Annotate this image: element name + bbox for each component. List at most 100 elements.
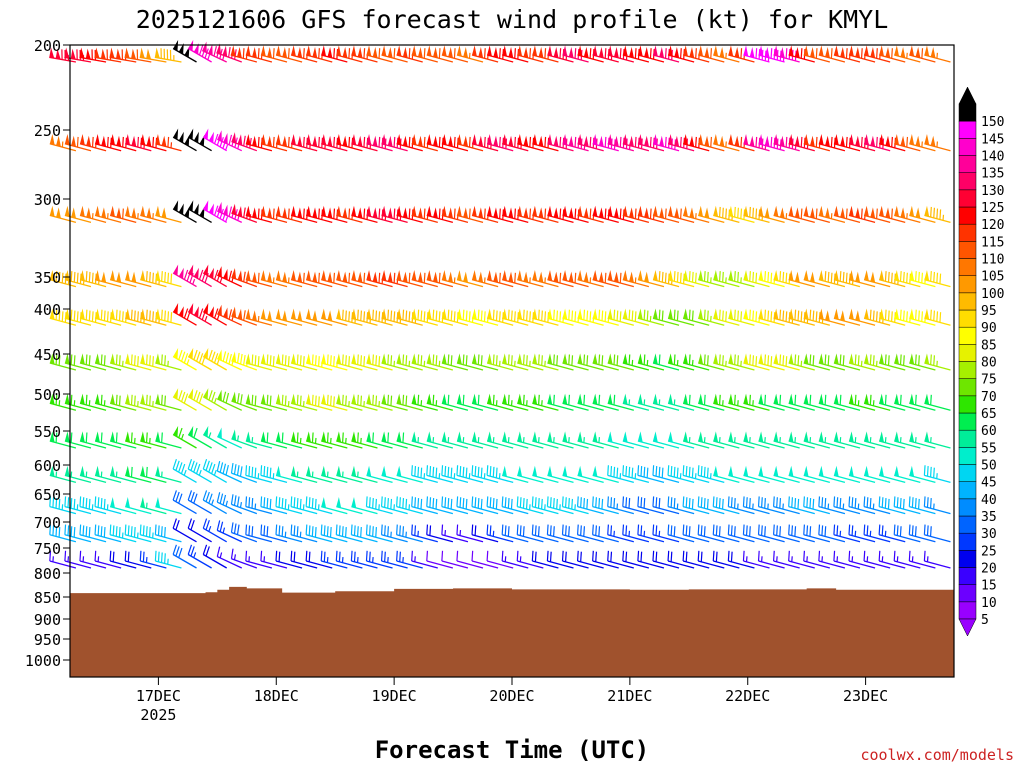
wind-barb bbox=[682, 205, 710, 224]
colorbar-label: 90 bbox=[981, 321, 997, 336]
barb-flag bbox=[722, 271, 724, 283]
barb-pennant bbox=[562, 134, 568, 146]
barb-flag bbox=[142, 525, 145, 536]
barb-staff bbox=[547, 317, 574, 326]
barb-flag bbox=[115, 309, 118, 320]
barb-flag bbox=[842, 271, 845, 283]
barb-flag bbox=[740, 48, 743, 59]
barb-pennant bbox=[267, 310, 273, 322]
barb-flag bbox=[260, 496, 263, 507]
barb-flag bbox=[559, 311, 562, 322]
barb-flag bbox=[239, 394, 243, 405]
barb-flag bbox=[595, 551, 597, 562]
barb-staff bbox=[818, 362, 846, 371]
barb-flag bbox=[178, 462, 183, 473]
barb-pennant bbox=[140, 431, 146, 443]
barb-flag bbox=[607, 524, 609, 535]
barb-flag bbox=[378, 311, 381, 322]
barb-flag bbox=[228, 309, 233, 320]
barb-staff bbox=[547, 214, 574, 224]
barb-pennant bbox=[85, 48, 91, 60]
barb-flag bbox=[670, 466, 673, 477]
wind-barb bbox=[667, 353, 695, 371]
wind-barb bbox=[64, 431, 92, 449]
barb-flag bbox=[266, 526, 269, 537]
wind-barb bbox=[502, 353, 529, 371]
barb-flag bbox=[899, 271, 902, 282]
barb-flag bbox=[390, 310, 393, 321]
barb-flag bbox=[423, 272, 426, 284]
wind-barb bbox=[652, 308, 680, 326]
wind-barb bbox=[321, 496, 348, 515]
wind-barb bbox=[49, 134, 77, 152]
barb-staff bbox=[49, 56, 77, 63]
wind-barb bbox=[426, 524, 454, 543]
barb-flag bbox=[70, 309, 73, 320]
wind-barb bbox=[154, 550, 182, 569]
wind-barb bbox=[607, 524, 634, 543]
barb-pennant bbox=[894, 431, 900, 443]
wind-barb bbox=[172, 347, 197, 371]
barb-flag bbox=[127, 525, 130, 536]
barb-flag bbox=[471, 465, 474, 476]
barb-pennant bbox=[140, 269, 146, 281]
barb-flag bbox=[341, 354, 344, 365]
barb-pennant bbox=[417, 271, 423, 283]
barb-pennant bbox=[396, 269, 402, 281]
barb-staff bbox=[49, 440, 77, 449]
barb-staff bbox=[471, 534, 499, 543]
barb-flag bbox=[115, 432, 118, 443]
wind-barb bbox=[154, 524, 182, 543]
barb-staff bbox=[803, 534, 831, 543]
barb-staff bbox=[187, 396, 212, 411]
barb-staff bbox=[456, 54, 484, 63]
barb-flag bbox=[619, 48, 622, 59]
barb-flag bbox=[514, 48, 516, 59]
wind-barb bbox=[788, 45, 815, 63]
barb-pennant bbox=[140, 465, 146, 477]
barb-flag bbox=[242, 48, 245, 59]
barb-pennant bbox=[327, 207, 333, 219]
barb-staff bbox=[94, 440, 122, 449]
barb-flag bbox=[299, 498, 302, 510]
barb-flag bbox=[94, 524, 97, 535]
barb-staff bbox=[245, 402, 273, 411]
barb-staff bbox=[818, 534, 846, 543]
wind-barb bbox=[893, 496, 921, 515]
barb-staff bbox=[532, 54, 559, 63]
barb-staff bbox=[833, 560, 861, 569]
barb-flag bbox=[604, 48, 607, 59]
barb-flag bbox=[715, 497, 718, 508]
barb-pennant bbox=[463, 47, 469, 58]
barb-flag bbox=[749, 498, 751, 509]
barb-pennant bbox=[652, 269, 658, 281]
wind-barb bbox=[758, 393, 785, 411]
barb-flag bbox=[348, 356, 351, 367]
barb-flag bbox=[245, 550, 248, 562]
barb-pennant bbox=[508, 47, 514, 58]
barb-pennant bbox=[517, 393, 523, 405]
barb-pennant bbox=[818, 308, 824, 320]
barb-flag bbox=[752, 355, 755, 366]
barb-flag bbox=[393, 272, 396, 284]
wind-barb bbox=[652, 45, 680, 63]
barb-flag bbox=[667, 550, 670, 562]
barb-pennant bbox=[547, 45, 553, 57]
y-tick-label: 500 bbox=[34, 386, 61, 404]
barb-flag bbox=[103, 355, 106, 366]
wind-barb bbox=[125, 393, 152, 411]
barb-staff bbox=[217, 358, 243, 371]
wind-barb bbox=[155, 431, 182, 449]
barb-flag bbox=[365, 524, 368, 535]
wind-barb bbox=[381, 393, 408, 411]
barb-flag bbox=[263, 525, 266, 536]
barb-flag bbox=[408, 48, 411, 59]
barb-flag bbox=[266, 466, 269, 478]
barb-pennant bbox=[336, 465, 342, 477]
barb-staff bbox=[64, 534, 92, 543]
barb-pennant bbox=[788, 353, 794, 365]
barb-pennant bbox=[321, 431, 327, 443]
colorbar-top-arrow bbox=[958, 86, 977, 105]
barb-staff bbox=[79, 560, 107, 569]
barb-pennant bbox=[173, 264, 179, 276]
